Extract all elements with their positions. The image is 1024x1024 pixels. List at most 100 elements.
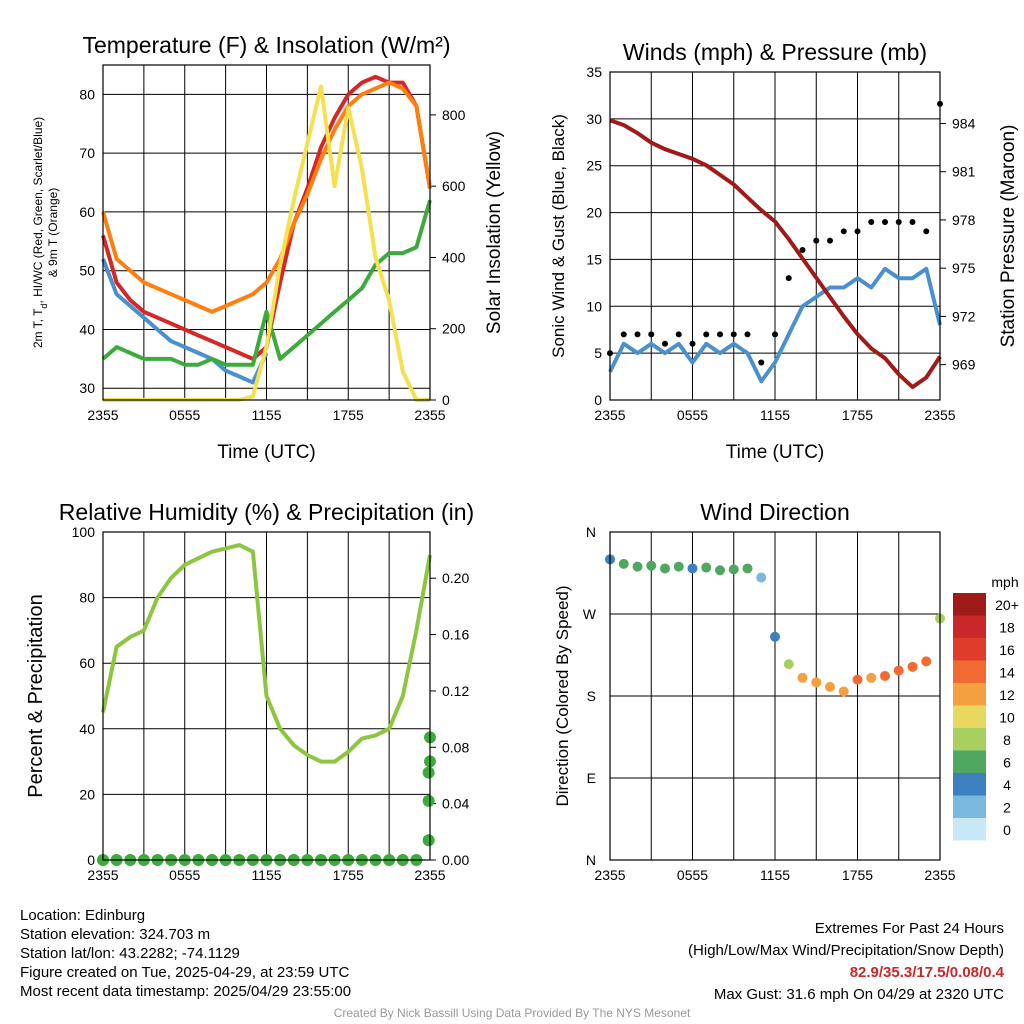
colorbar-label: 20+	[995, 597, 1019, 613]
panel4-point	[687, 563, 698, 574]
panel1-series-line	[101, 258, 269, 385]
panel3-ytick-label: 60	[79, 655, 95, 671]
panel3-ytick-label: 20	[79, 786, 95, 802]
panel3-xtick-label: 1155	[251, 867, 281, 883]
colorbar-label: 0	[1003, 822, 1011, 838]
panel1-ytick-label: 50	[79, 263, 95, 279]
colorbar-label: 8	[1003, 732, 1011, 748]
panel4-ytick-label: N	[586, 852, 596, 868]
panel4-title: Wind Direction	[700, 499, 850, 525]
panel4-point	[907, 661, 918, 672]
colorbar-unit-label: mph	[991, 574, 1018, 590]
panel3-series-line	[101, 543, 432, 764]
panel3-y2tick-label: 0.00	[442, 852, 469, 868]
panel4-frame	[609, 531, 941, 861]
info-location: Location: Edinburg	[20, 907, 146, 924]
panel2-y2tick-label: 981	[952, 164, 976, 180]
extremes-subtitle: (High/Low/Max Wind/Precipitation/Snow De…	[688, 942, 1004, 959]
panel4-xtick-label: 1755	[842, 867, 873, 883]
panel3-precip-point	[422, 766, 435, 779]
panel2-gust-point	[909, 218, 916, 225]
panel2-xtick-label: 2355	[924, 407, 955, 423]
panel1-ytick-label: 70	[79, 145, 95, 161]
panel2-series-line	[608, 266, 942, 384]
station-info: Location: Edinburg Station elevation: 32…	[20, 906, 351, 1001]
colorbar-swatch	[953, 795, 986, 818]
panel4-point	[866, 672, 877, 683]
panel2-ylabel: Sonic Wind & Gust (Blue, Black)	[549, 114, 568, 358]
panel2-gust-point	[634, 331, 641, 338]
panel1-y2tick-label: 800	[442, 107, 466, 123]
panel4-point	[646, 560, 657, 571]
panel2-xtick-label: 1155	[760, 407, 790, 423]
panel2-gust-point	[785, 275, 792, 282]
panel4-point	[880, 670, 890, 681]
panel3-xtick-label: 1755	[333, 867, 364, 883]
colorbar-swatch	[953, 683, 986, 706]
panel2-ytick-label: 5	[594, 345, 602, 361]
panel2-gust-point	[662, 340, 668, 347]
panel2-gust-point	[744, 331, 751, 338]
panel2-gust-point	[840, 228, 847, 235]
panel2-y2label: Station Pressure (Maroon)	[998, 125, 1019, 348]
panel4-point	[797, 672, 808, 683]
panel4-point	[742, 563, 753, 574]
colorbar-label: 10	[999, 710, 1015, 726]
info-created: Figure created on Tue, 2025-04-29, at 23…	[20, 964, 350, 981]
panel3-y2tick-label: 0.12	[442, 683, 469, 699]
panel2-gust-point	[868, 218, 875, 225]
panel2-gust-point	[758, 359, 765, 366]
panel4-ytick-label: N	[586, 524, 596, 540]
panel2-ytick-label: 35	[586, 64, 602, 80]
panel2-gust-point	[813, 237, 820, 244]
panel2-gust-point	[648, 331, 655, 338]
panel4-point	[852, 674, 863, 685]
panel2-ytick-label: 10	[586, 298, 602, 314]
colorbar-label: 6	[1003, 755, 1011, 771]
panel2-gust-point	[620, 331, 627, 338]
panel2-gust-point	[882, 218, 888, 225]
panel2-y2tick-label: 972	[952, 308, 976, 324]
panel3-y2tick-label: 0.04	[442, 796, 469, 812]
panel2-ytick-label: 25	[586, 158, 602, 174]
colorbar-swatch	[953, 615, 986, 638]
panel2-ytick-label: 30	[586, 111, 602, 127]
panel4-ytick-label: W	[583, 606, 597, 622]
colorbar-swatch	[953, 750, 986, 773]
panel3-y2tick-label: 0.16	[442, 627, 469, 643]
panel1-y2tick-label: 400	[442, 249, 466, 265]
panel1-xtick-label: 1755	[333, 407, 364, 423]
panel1-xtick-label: 0555	[169, 407, 200, 423]
panel3-y2tick-label: 0.08	[442, 739, 469, 755]
panel4-point	[632, 561, 643, 572]
panel1-xtick-label: 1155	[251, 407, 281, 423]
colorbar-label: 14	[999, 665, 1015, 681]
panel2-y2tick-label: 978	[952, 212, 976, 228]
panel2-gust-point	[827, 237, 833, 244]
panel2-ytick-label: 15	[586, 251, 602, 267]
panel4-point	[673, 561, 684, 572]
panel2-gust-point	[923, 228, 930, 235]
extremes-panel: Extremes For Past 24 Hours (High/Low/Max…	[688, 918, 1004, 1006]
panel1-ylabel: 2m T, Td, HI/WC (Red, Green, Scarlet/Blu…	[31, 117, 49, 348]
panel1-ytick-label: 60	[79, 204, 95, 220]
max-gust-text: Max Gust: 31.6 mph On 04/29 at 2320 UTC	[713, 986, 1004, 1003]
panel2-y2tick-label: 975	[952, 260, 976, 276]
colorbar-label: 12	[999, 687, 1015, 703]
panel1-xtick-label: 2355	[414, 407, 445, 423]
info-elevation: Station elevation: 324.703 m	[20, 926, 211, 943]
panel3-title: Relative Humidity (%) & Precipitation (i…	[59, 499, 474, 525]
panel2-gust-point	[772, 331, 778, 338]
panel2-title: Winds (mph) & Pressure (mb)	[623, 39, 927, 65]
panel4-point	[728, 564, 739, 575]
panel1-xtick-label: 2355	[87, 407, 118, 423]
colorbar-label: 4	[1003, 777, 1011, 793]
panel3-precip-point	[422, 834, 435, 847]
panel2-gust-point	[730, 331, 737, 338]
panel2-gust-point	[675, 331, 682, 338]
info-latlon: Station lat/lon: 43.2282; -74.1129	[20, 945, 240, 962]
panel4-point	[811, 677, 822, 688]
panel2-y2tick-label: 969	[952, 357, 976, 373]
panel4-ylabel: Direction (Colored By Speed)	[553, 585, 572, 806]
panel4-point	[756, 572, 767, 583]
